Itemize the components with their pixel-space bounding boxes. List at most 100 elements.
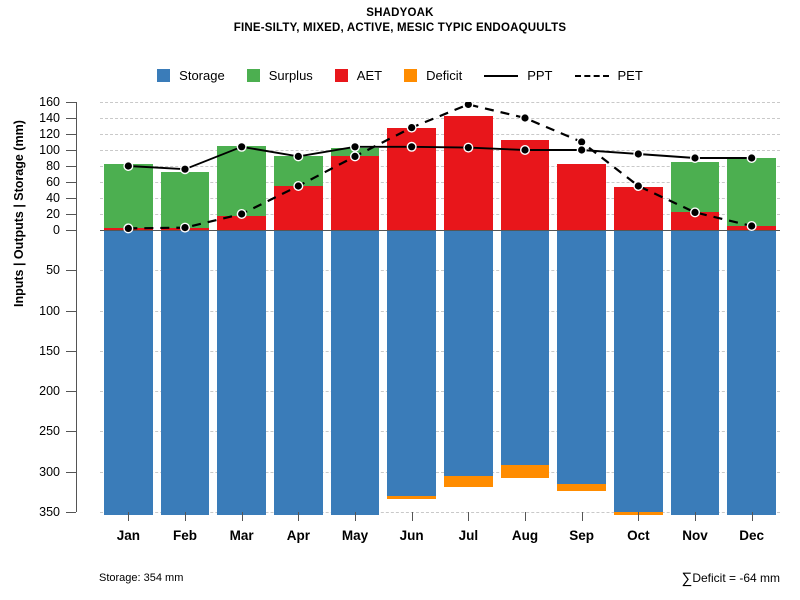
legend-item-surplus[interactable]: Surplus [246, 68, 313, 83]
segment-aet [614, 186, 663, 230]
bar-column-jun[interactable] [387, 102, 436, 512]
y-tick-label: 160 [39, 95, 60, 109]
legend-item-aet[interactable]: AET [334, 68, 383, 83]
bar-column-oct[interactable] [614, 102, 663, 516]
segment-storage [160, 230, 210, 516]
y-axis-label: Inputs | Outputs | Storage (mm) [12, 120, 26, 307]
storage-footnote: Storage: 354 mm [99, 572, 184, 584]
segment-storage [727, 230, 776, 516]
green-square-icon [246, 69, 260, 82]
y-axis-spine [76, 102, 77, 512]
segment-aet [387, 127, 436, 230]
y-tick [66, 230, 76, 231]
y-tick [66, 198, 76, 199]
x-tick-label-jan: Jan [116, 528, 140, 543]
gridline [100, 350, 780, 352]
bar-column-nov[interactable] [670, 102, 720, 516]
gridline [100, 270, 780, 272]
y-tick-label: 50 [46, 263, 60, 278]
legend-item-ppt[interactable]: PPT [484, 68, 553, 83]
bar-column-jan[interactable] [104, 102, 153, 516]
segment-surplus [330, 147, 380, 157]
title-line-1: SHADYOAK [366, 7, 434, 19]
y-tick-label: 80 [46, 159, 60, 173]
y-tick-label: 0 [53, 223, 60, 237]
segment-surplus [670, 162, 720, 213]
bar-column-aug[interactable] [500, 102, 550, 512]
legend-item-pet[interactable]: PET [574, 68, 643, 83]
segment-surplus [104, 164, 153, 228]
x-tick [638, 512, 640, 521]
legend-label: Deficit [426, 68, 463, 83]
y-tick [66, 310, 76, 312]
blue-square-icon [157, 69, 171, 82]
x-tick [355, 512, 356, 521]
segment-surplus [217, 146, 266, 217]
segment-aet [500, 140, 550, 230]
x-tick [298, 512, 300, 521]
legend-label: PET [617, 68, 643, 83]
segment-storage [444, 230, 493, 476]
bar-column-jul[interactable] [444, 102, 493, 512]
y-tick [66, 214, 76, 215]
segment-storage [500, 230, 550, 466]
x-tick [525, 512, 526, 521]
x-tick-label-feb: Feb [172, 528, 198, 543]
segment-aet [330, 156, 380, 230]
y-tick-label: 140 [39, 111, 60, 125]
bar-column-sep[interactable] [557, 102, 606, 512]
segment-storage [670, 230, 720, 516]
bar-column-feb[interactable] [160, 102, 210, 516]
y-tick-label: 250 [39, 424, 60, 439]
y-tick [66, 270, 76, 272]
dashed-line-icon [574, 74, 609, 77]
segment-surplus [160, 172, 210, 228]
segment-storage [330, 230, 380, 516]
chart-legend: Storage Surplus AET Deficit PPT PET [0, 68, 800, 83]
legend-label: PPT [527, 68, 553, 83]
legend-label: AET [356, 68, 383, 83]
segment-deficit [614, 512, 663, 516]
x-tick [581, 512, 583, 521]
bar-group [100, 102, 780, 516]
deficit-footnote: ∑Deficit = -64 mm [682, 570, 780, 587]
title-line-2: FINE-SILTY, MIXED, ACTIVE, MESIC TYPIC E… [233, 22, 567, 34]
bar-column-mar[interactable] [217, 102, 266, 516]
segment-surplus [727, 158, 776, 226]
bar-column-apr[interactable] [274, 102, 323, 516]
y-tick [66, 391, 76, 393]
y-tick-label: 20 [46, 207, 60, 221]
segment-aet [557, 164, 606, 230]
gridline [100, 391, 780, 393]
bar-column-dec[interactable] [727, 102, 776, 516]
gridline [100, 512, 780, 513]
sigma-icon: ∑ [681, 570, 693, 587]
gridline [100, 471, 780, 473]
x-tick-label-may: May [341, 528, 369, 543]
y-tick [66, 134, 76, 135]
gridline [100, 310, 780, 312]
legend-item-storage[interactable]: Storage [157, 68, 225, 83]
red-square-icon [334, 69, 348, 82]
y-tick [66, 166, 76, 167]
x-tick-label-aug: Aug [511, 528, 539, 543]
y-tick [66, 350, 76, 352]
solid-line-icon [484, 74, 519, 77]
segment-storage [217, 230, 266, 516]
y-tick [66, 102, 76, 103]
y-tick [66, 431, 76, 433]
x-tick-label-jun: Jun [399, 528, 424, 543]
y-tick [66, 150, 76, 151]
x-tick-label-apr: Apr [286, 528, 310, 543]
segment-storage [387, 230, 436, 496]
x-tick [468, 512, 470, 521]
y-tick [66, 512, 76, 513]
deficit-footnote-text: Deficit = -64 mm [692, 571, 780, 585]
legend-item-deficit[interactable]: Deficit [404, 68, 462, 83]
bar-column-may[interactable] [330, 102, 380, 516]
segment-deficit [444, 475, 493, 487]
plot-area: 0 20 40 60 80 100 120 140 160 50 100 150 200 250 300 35… [39, 95, 780, 519]
y-tick-label: 200 [39, 384, 60, 399]
x-tick-label-oct: Oct [627, 528, 650, 543]
x-tick [241, 512, 243, 521]
